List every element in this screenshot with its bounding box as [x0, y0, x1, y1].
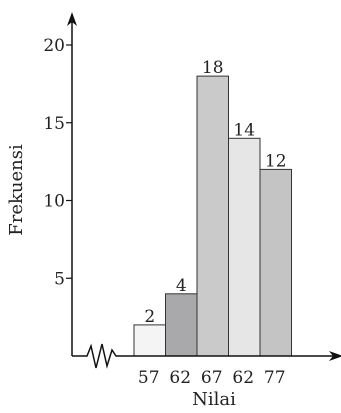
x-tick-label-0: 57 — [138, 368, 160, 388]
y-axis-arrow-icon — [67, 12, 77, 26]
y-axis-label: Frekuensi — [6, 144, 27, 236]
bars-group — [133, 75, 292, 357]
bar-4 — [259, 168, 292, 357]
bar-0 — [133, 324, 166, 357]
bar-value-labels: 2 4 18 14 12 — [144, 58, 286, 327]
x-axis-arrow-icon — [329, 351, 341, 361]
y-tick-label-1: 10 — [43, 192, 65, 212]
y-tick-label-2: 15 — [43, 114, 65, 134]
x-axis-line — [72, 343, 336, 369]
bar-3 — [228, 137, 261, 357]
x-tick-label-2: 67 — [201, 368, 223, 388]
y-tick-label-3: 20 — [43, 36, 65, 56]
bar-1 — [165, 293, 198, 357]
bar-value-label-1: 4 — [176, 276, 187, 296]
y-axis-ticks: 5 10 15 20 — [43, 36, 72, 289]
bar-value-label-3: 14 — [233, 120, 255, 140]
x-tick-label-1: 62 — [169, 368, 191, 388]
y-tick-label-0: 5 — [54, 269, 65, 289]
x-axis-label: Nilai — [192, 389, 236, 410]
x-tick-label-3: 62 — [232, 368, 254, 388]
bar-value-label-2: 18 — [202, 58, 224, 78]
x-tick-label-4: 77 — [264, 368, 286, 388]
x-axis-ticks: 57 62 67 62 77 — [138, 368, 286, 388]
bar-value-label-4: 12 — [265, 151, 287, 171]
bar-2 — [196, 75, 229, 357]
bar-value-label-0: 2 — [144, 307, 155, 327]
